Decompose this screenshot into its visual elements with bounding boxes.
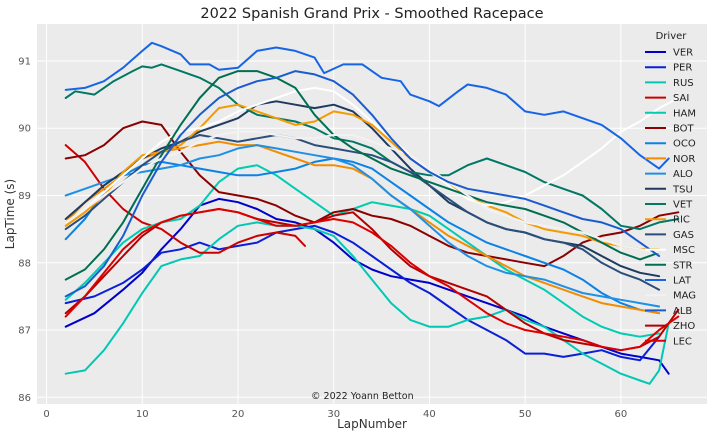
legend-label-mag: MAG [673, 291, 696, 302]
legend-label-rus: RUS [673, 78, 694, 89]
legend-title: Driver [656, 31, 688, 42]
legend-label-str: STR [673, 260, 692, 271]
legend-label-ver: VER [673, 48, 693, 59]
series-lines [64, 41, 680, 385]
legend-label-alo: ALO [673, 169, 693, 180]
x-tick-label: 30 [327, 409, 340, 420]
legend-label-lat: LAT [673, 276, 692, 287]
series-line-alb [64, 70, 661, 298]
y-axis-label: LapTime (s) [3, 179, 17, 249]
series-line-oco [64, 157, 661, 315]
chart-title: 2022 Spanish Grand Prix - Smoothed Racep… [200, 6, 543, 22]
x-tick-label: 60 [614, 409, 627, 420]
legend-label-per: PER [673, 63, 692, 74]
legend-label-tsu: TSU [672, 184, 693, 195]
legend-label-msc: MSC [673, 245, 695, 256]
series-line-lat [64, 41, 670, 170]
y-tick-label: 86 [18, 393, 31, 404]
legend-label-ric: RIC [673, 215, 690, 226]
legend-label-lec: LEC [673, 336, 692, 347]
legend-label-nor: NOR [673, 154, 695, 165]
series-line-per [64, 224, 661, 362]
series-line-lec [64, 208, 680, 352]
plot-area [37, 24, 707, 404]
legend: Driver VER PER RUS SAI HAM BOT OCO NOR ALO TSU VET… [645, 31, 696, 347]
series-line-alo [64, 144, 661, 308]
legend-label-ham: HAM [673, 108, 696, 119]
y-tick-label: 91 [18, 56, 31, 67]
series-line-vet [64, 63, 680, 231]
y-tick-label: 87 [18, 326, 31, 337]
y-ticks: 86 87 88 89 90 91 [18, 56, 31, 403]
y-tick-label: 90 [18, 124, 31, 135]
x-tick-label: 10 [136, 409, 149, 420]
x-tick-label: 0 [43, 409, 49, 420]
legend-label-bot: BOT [673, 124, 695, 135]
series-line-msc [64, 86, 680, 224]
legend-label-sai: SAI [673, 93, 689, 104]
legend-label-zho: ZHO [673, 321, 695, 332]
y-tick-label: 89 [18, 191, 31, 202]
series-line-str [64, 70, 661, 281]
y-tick-label: 88 [18, 258, 31, 269]
x-tick-label: 40 [423, 409, 436, 420]
series-line-rus [64, 221, 670, 385]
x-ticks: 0 10 20 30 40 50 60 [43, 409, 627, 420]
x-tick-label: 20 [232, 409, 245, 420]
legend-label-vet: VET [673, 200, 693, 211]
x-axis-label: LapNumber [337, 417, 407, 431]
credit-annotation: © 2022 Yoann Betton [311, 391, 414, 402]
legend-label-alb: ALB [673, 306, 692, 317]
x-tick-label: 50 [519, 409, 532, 420]
legend-label-oco: OCO [673, 139, 696, 150]
legend-label-gas: GAS [673, 230, 694, 241]
